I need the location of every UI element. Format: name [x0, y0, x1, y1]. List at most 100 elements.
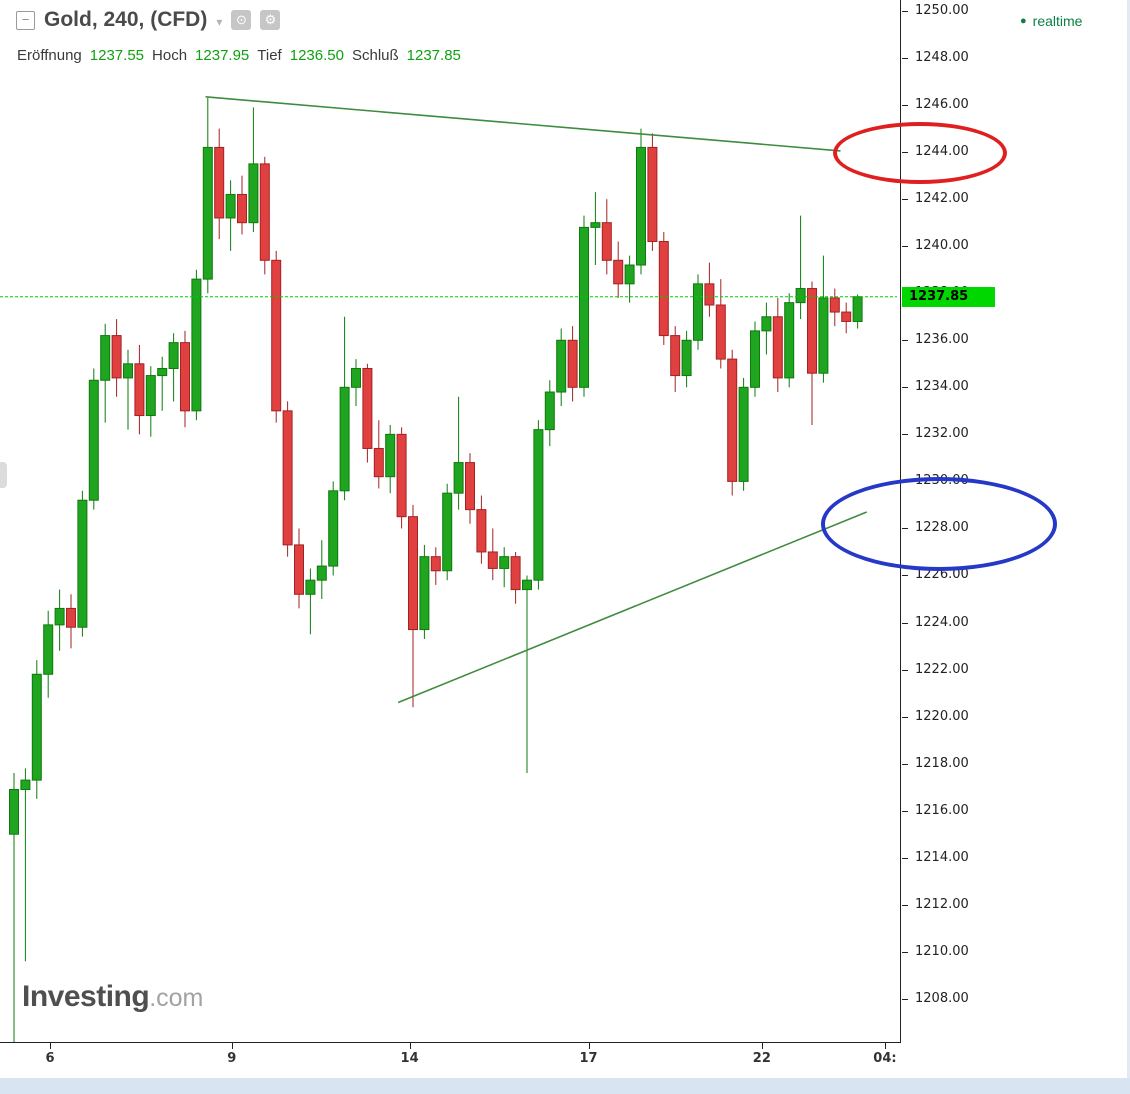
- candle: [145, 366, 156, 437]
- price-axis-tick: [902, 246, 908, 248]
- candle: [225, 180, 236, 251]
- left-edge-handle[interactable]: [0, 462, 7, 488]
- price-axis-tick: [902, 340, 908, 342]
- price-axis-label: 1218.00: [915, 755, 969, 771]
- candle: [670, 326, 681, 393]
- candle: [795, 215, 806, 320]
- realtime-status: ● realtime: [1020, 13, 1082, 29]
- price-axis-label: 1216.00: [915, 802, 969, 818]
- candle: [510, 551, 521, 604]
- price-axis-label: 1242.00: [915, 191, 969, 207]
- candle: [465, 453, 475, 524]
- candle: [385, 424, 396, 494]
- descending-resistance-trendline[interactable]: [205, 96, 841, 152]
- candle: [351, 359, 361, 407]
- price-axis-label: 1210.00: [915, 943, 969, 959]
- candle: [77, 490, 88, 637]
- candle: [339, 316, 350, 501]
- candle: [442, 483, 453, 581]
- price-axis-tick: [902, 763, 908, 765]
- realtime-label: realtime: [1032, 13, 1083, 29]
- high-label: Hoch: [152, 47, 188, 64]
- candle: [180, 330, 190, 428]
- candle: [818, 255, 829, 383]
- chart-title: Gold, 240, (CFD): [44, 8, 208, 31]
- time-axis-label: 22: [752, 1051, 771, 1066]
- price-axis-tick: [902, 575, 908, 577]
- candle: [453, 396, 464, 510]
- price-axis-tick: [902, 951, 908, 953]
- candle: [556, 328, 567, 407]
- candle: [111, 319, 122, 397]
- candle: [9, 773, 19, 1042]
- time-axis-tick: [409, 1043, 411, 1049]
- settings-icon[interactable]: ⚙: [260, 10, 281, 30]
- candle: [829, 288, 840, 327]
- time-axis-label: 14: [400, 1051, 419, 1066]
- blue-ellipse-annotation[interactable]: [821, 477, 1057, 571]
- candlestick-plot: [0, 96, 897, 1042]
- watermark-brand-text: Investing: [22, 980, 150, 1013]
- candle: [750, 321, 760, 397]
- price-axis-label: 1248.00: [915, 50, 969, 66]
- candle: [191, 269, 202, 421]
- price-axis-label: 1212.00: [915, 896, 969, 912]
- candle: [738, 377, 749, 491]
- price-axis-tick: [902, 434, 908, 436]
- time-axis-label: 17: [579, 1051, 598, 1066]
- price-axis-tick: [902, 716, 908, 718]
- ohlc-summary-bar: Eröffnung 1237.55 Hoch 1237.95 Tief 1236…: [17, 47, 461, 64]
- candle: [305, 568, 316, 635]
- candle: [807, 281, 817, 425]
- candle: [419, 544, 430, 639]
- candle: [761, 302, 772, 355]
- candle: [579, 215, 589, 397]
- price-axis-label: 1236.00: [915, 332, 969, 348]
- current-price-tag: 1237.85: [902, 286, 995, 307]
- candle: [316, 540, 327, 599]
- candle: [31, 660, 42, 799]
- indicator-icon[interactable]: ⊙: [231, 10, 252, 30]
- red-ellipse-annotation[interactable]: [833, 122, 1007, 184]
- time-axis-tick: [588, 1043, 590, 1049]
- candle: [123, 349, 133, 430]
- candle: [168, 333, 179, 402]
- price-axis-tick: [902, 199, 908, 201]
- chart-plot-area[interactable]: [0, 0, 900, 1042]
- candle: [704, 262, 715, 317]
- candle: [636, 128, 646, 275]
- candle: [476, 495, 487, 564]
- collapse-icon[interactable]: −: [16, 10, 35, 30]
- bottom-scrollbar-area: [0, 1078, 1130, 1094]
- price-axis-tick: [902, 669, 908, 671]
- candle: [693, 274, 703, 350]
- candle: [613, 241, 624, 298]
- price-axis-tick: [902, 105, 908, 107]
- right-edge-border: [1127, 0, 1130, 1078]
- time-axis-tick: [231, 1043, 233, 1049]
- candle: [499, 547, 510, 588]
- price-axis-tick: [902, 11, 908, 12]
- price-axis-label: 1226.00: [915, 567, 969, 583]
- price-axis-tick: [902, 810, 908, 812]
- open-value: 1237.55: [89, 47, 145, 64]
- time-axis[interactable]: 6 9 14 17 22 04:: [0, 1042, 1130, 1078]
- chevron-down-icon[interactable]: ▾: [216, 15, 223, 29]
- candle: [487, 528, 498, 581]
- candle: [362, 363, 373, 463]
- high-value: 1237.95: [195, 47, 250, 64]
- candle: [841, 302, 852, 334]
- candle: [248, 107, 259, 233]
- candle: [294, 528, 304, 609]
- time-axis-tick: [50, 1043, 52, 1049]
- time-axis-line: [0, 1042, 901, 1043]
- candle: [430, 547, 441, 585]
- candle: [202, 98, 213, 294]
- close-value: 1237.85: [406, 47, 461, 64]
- price-axis-label: 1232.00: [915, 426, 969, 442]
- ascending-support-trendline[interactable]: [397, 511, 868, 704]
- low-label: Tief: [257, 47, 282, 64]
- candle: [533, 420, 544, 590]
- price-axis-tick: [902, 622, 908, 624]
- candle: [590, 192, 601, 266]
